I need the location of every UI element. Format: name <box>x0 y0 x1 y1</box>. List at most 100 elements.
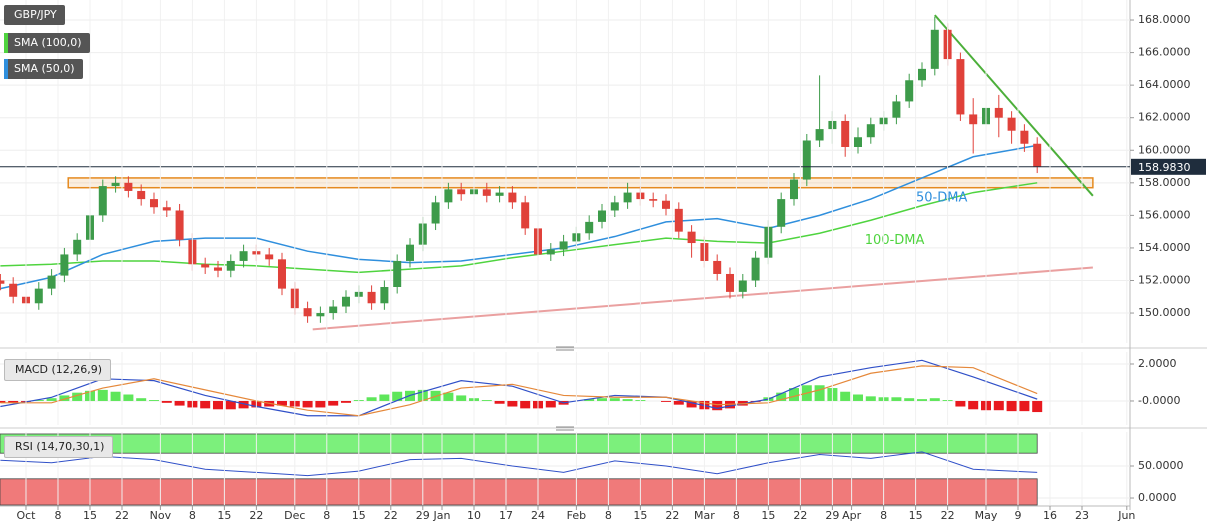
histogram-bar <box>212 400 223 410</box>
candle-body <box>713 260 722 274</box>
y-tick-label: 152.0000 <box>1138 273 1191 286</box>
histogram-bar <box>328 400 339 406</box>
candle-body <box>9 283 18 297</box>
candle-body <box>226 260 235 271</box>
x-tick-label: 8 <box>733 509 740 522</box>
x-tick-label: 15 <box>633 509 647 522</box>
histogram-bar <box>174 400 185 406</box>
candle-body <box>149 199 158 208</box>
y-tick-label: 162.0000 <box>1138 111 1191 124</box>
x-tick-label: 15 <box>761 509 775 522</box>
histogram-bar <box>136 398 147 401</box>
resize-grip[interactable] <box>556 426 574 431</box>
candle-body <box>1007 117 1016 131</box>
histogram-bar <box>1019 400 1030 412</box>
candle-body <box>277 259 286 289</box>
support-zone <box>67 177 1094 189</box>
histogram-bar <box>148 400 159 401</box>
candle-body <box>585 221 594 234</box>
candle-body <box>674 208 683 232</box>
histogram-bar <box>609 398 620 401</box>
candle-body <box>597 210 606 222</box>
x-tick-label: May <box>975 509 998 522</box>
x-tick-label: 8 <box>880 509 887 522</box>
histogram-bar <box>712 400 723 411</box>
histogram-bar <box>545 400 556 408</box>
candle-body <box>73 239 82 255</box>
x-tick-label: 15 <box>352 509 366 522</box>
candle-body <box>60 254 69 276</box>
x-tick-label: 17 <box>499 509 513 522</box>
candle-body <box>239 251 248 261</box>
histogram-bar <box>852 394 863 401</box>
price-tag-label: 158.9830 <box>1138 161 1191 174</box>
x-tick-label: Mar <box>694 509 715 522</box>
candle-body <box>661 200 670 209</box>
candle-body <box>405 244 414 261</box>
histogram-bar <box>200 400 211 409</box>
histogram-bar <box>1032 400 1043 413</box>
x-tick-label: 23 <box>1075 509 1089 522</box>
candle-body <box>892 101 901 118</box>
histogram-bar <box>456 395 467 401</box>
histogram-bar <box>379 394 390 401</box>
candle-body <box>1033 143 1042 167</box>
candle-body <box>853 137 862 147</box>
x-tick-label: 9 <box>1014 509 1021 522</box>
histogram-bar <box>72 392 83 401</box>
series-label: 100-DMA <box>865 233 925 248</box>
histogram-bar <box>443 392 454 401</box>
x-tick-label: Oct <box>16 509 36 522</box>
candle-body <box>610 202 619 211</box>
x-tick-label: 15 <box>83 509 97 522</box>
candle-body <box>994 107 1003 118</box>
resize-grip[interactable] <box>556 346 574 351</box>
histogram-bar <box>673 400 684 405</box>
candle-body <box>508 192 517 203</box>
x-tick-label: Jan <box>433 509 451 522</box>
candle-body <box>738 280 747 292</box>
histogram-bar <box>840 391 851 401</box>
candle-body <box>329 306 338 314</box>
candle-body <box>866 124 875 138</box>
histogram-bar <box>814 385 825 401</box>
candle-body <box>930 29 939 69</box>
candle-body <box>367 291 376 304</box>
y-tick-label: 0.0000 <box>1138 491 1177 504</box>
symbol-badge[interactable]: GBP/JPY <box>4 5 65 25</box>
legend-badge[interactable]: SMA (100,0) <box>4 33 90 53</box>
candle-body <box>201 264 210 268</box>
y-tick-label: 166.0000 <box>1138 46 1191 59</box>
histogram-bar <box>302 400 313 408</box>
histogram-bar <box>776 392 787 401</box>
candle-body <box>969 114 978 125</box>
x-tick-label: Jun <box>1117 509 1135 522</box>
candle-body <box>751 257 760 281</box>
macd-line <box>0 365 1038 417</box>
histogram-bar <box>366 397 377 401</box>
histogram-bar <box>520 400 531 409</box>
y-tick-label: 2.0000 <box>1138 357 1177 370</box>
x-tick-label: 22 <box>793 509 807 522</box>
candle-body <box>457 189 466 195</box>
histogram-bar <box>955 400 966 407</box>
candle-body <box>546 249 555 255</box>
x-tick-label: 22 <box>249 509 263 522</box>
candle-body <box>265 254 274 260</box>
rsi-zone <box>0 433 1038 454</box>
indicator-badge[interactable]: RSI (14,70,30,1) <box>4 436 114 458</box>
y-tick-label: -0.0000 <box>1138 394 1180 407</box>
candle-body <box>341 296 350 307</box>
candle-body <box>802 140 811 180</box>
histogram-bar <box>0 400 6 403</box>
candle-body <box>124 182 133 191</box>
x-tick-label: 29 <box>825 509 839 522</box>
histogram-bar <box>622 399 633 401</box>
x-tick-label: 22 <box>665 509 679 522</box>
y-tick-label: 150.0000 <box>1138 306 1191 319</box>
indicator-badge[interactable]: MACD (12,26,9) <box>4 359 112 381</box>
trendline <box>934 14 1094 197</box>
legend-badge[interactable]: SMA (50,0) <box>4 59 83 79</box>
